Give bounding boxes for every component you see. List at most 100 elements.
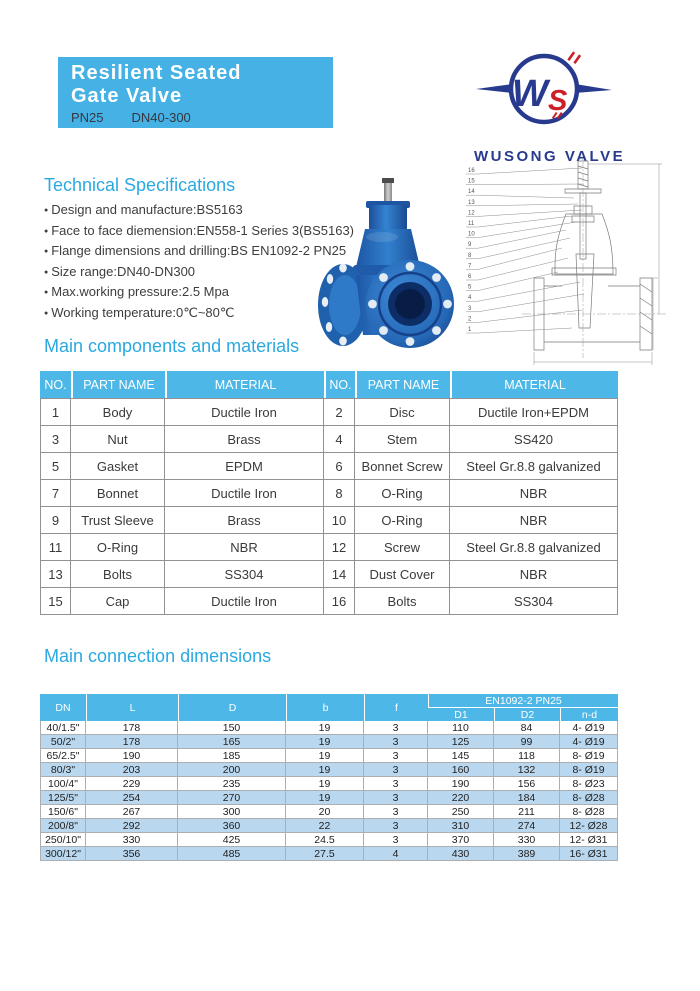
table-cell: 3	[364, 763, 428, 777]
table-cell: Bonnet Screw	[355, 453, 450, 480]
table-cell: NBR	[165, 534, 324, 561]
svg-text:7: 7	[468, 263, 472, 269]
table-row: 13 Bolts SS304 14 Dust Cover NBR	[40, 561, 618, 588]
table-cell: 20	[286, 805, 364, 819]
table-cell: SS420	[450, 426, 618, 453]
table-cell: 16- Ø31	[560, 847, 619, 861]
col-l: L	[86, 694, 178, 721]
table-cell: 22	[286, 819, 364, 833]
table-row: 5 Gasket EPDM 6 Bonnet Screw Steel Gr.8.8 gal…	[40, 453, 618, 480]
components-table: NO. PART NAME MATERIAL NO. PART NAME MAT…	[40, 371, 618, 615]
svg-text:8: 8	[468, 253, 472, 259]
table-cell: 8- Ø19	[560, 763, 619, 777]
product-title-line2: Gate Valve	[71, 85, 183, 107]
table-cell: 3	[364, 735, 428, 749]
table-cell: 8- Ø28	[560, 805, 619, 819]
valve-photo	[318, 178, 454, 348]
table-cell: 8	[324, 480, 355, 507]
valve-stem	[382, 178, 394, 204]
table-row: 250/10" 330 425 24.5 3 370 330 12- Ø31	[40, 833, 619, 847]
svg-text:14: 14	[468, 189, 475, 195]
table-cell: 13	[40, 561, 71, 588]
table-cell: 300/12"	[40, 847, 86, 861]
table-cell: 3	[40, 426, 71, 453]
drawing-centerlines	[522, 158, 666, 358]
col-b: b	[286, 694, 364, 721]
table-cell: 12	[324, 534, 355, 561]
product-title-line1: Resilient Seated	[71, 62, 242, 84]
svg-text:4: 4	[468, 295, 472, 301]
table-cell: 178	[86, 721, 178, 735]
svg-text:10: 10	[468, 232, 475, 238]
table-cell: 7	[40, 480, 71, 507]
col-part-name-1: PART NAME	[71, 371, 165, 398]
table-cell: 8- Ø19	[560, 749, 619, 763]
table-cell: 150/6"	[40, 805, 86, 819]
table-cell: 425	[178, 833, 286, 847]
table-cell: 190	[86, 749, 178, 763]
components-section-title: Main components and materials	[44, 336, 300, 356]
table-row: 80/3" 203 200 19 3 160 132 8- Ø19	[40, 763, 619, 777]
table-cell: Ductile Iron+EPDM	[450, 398, 618, 426]
table-cell: 80/3"	[40, 763, 86, 777]
product-subtitle: PN25 DN40-300	[71, 110, 333, 125]
table-cell: 9	[40, 507, 71, 534]
table-cell: 3	[364, 721, 428, 735]
table-cell: Bonnet	[71, 480, 165, 507]
table-cell: 65/2.5"	[40, 749, 86, 763]
pressure-rating: PN25	[71, 110, 104, 125]
table-cell: Trust Sleeve	[71, 507, 165, 534]
table-cell: 16	[324, 588, 355, 615]
table-cell: 19	[286, 777, 364, 791]
svg-text:16: 16	[468, 168, 475, 174]
table-cell: Dust Cover	[355, 561, 450, 588]
dimensions-header-row-1: DN L D b f EN1092-2 PN25	[40, 694, 619, 721]
table-cell: Steel Gr.8.8 galvanized	[450, 534, 618, 561]
table-cell: 12- Ø31	[560, 833, 619, 847]
col-nd: n-d	[560, 708, 619, 721]
table-cell: 8- Ø23	[560, 777, 619, 791]
table-cell: 4	[364, 847, 428, 861]
table-cell: 10	[324, 507, 355, 534]
table-cell: 19	[286, 749, 364, 763]
col-group-en1092: EN1092-2 PN25	[428, 694, 619, 708]
table-cell: O-Ring	[71, 534, 165, 561]
table-cell: 24.5	[286, 833, 364, 847]
table-cell: 3	[364, 819, 428, 833]
spec-item: Size range:DN40-DN300	[44, 262, 354, 283]
table-cell: 110	[428, 721, 494, 735]
table-row: 100/4" 229 235 19 3 190 156 8- Ø23	[40, 777, 619, 791]
logo-letter-s: S	[548, 85, 568, 117]
table-cell: NBR	[450, 561, 618, 588]
logo-slashes	[551, 51, 582, 119]
table-cell: 274	[494, 819, 560, 833]
table-cell: 160	[428, 763, 494, 777]
table-cell: 6	[324, 453, 355, 480]
svg-text:1: 1	[468, 327, 472, 333]
table-cell: Gasket	[71, 453, 165, 480]
col-f: f	[364, 694, 428, 721]
table-cell: 3	[364, 777, 428, 791]
table-cell: Brass	[165, 426, 324, 453]
table-cell: 267	[86, 805, 178, 819]
table-cell: Bolts	[71, 561, 165, 588]
spec-list: Design and manufacture:BS5163Face to fac…	[44, 200, 354, 323]
table-cell: 389	[494, 847, 560, 861]
table-cell: 300	[178, 805, 286, 819]
dimensions-section-title: Main connection dimensions	[44, 646, 272, 666]
table-cell: Ductile Iron	[165, 480, 324, 507]
spec-item: Working temperature:0℃~80℃	[44, 303, 354, 324]
col-no-2: NO.	[324, 371, 355, 398]
table-cell: Brass	[165, 507, 324, 534]
svg-text:11: 11	[468, 221, 475, 227]
table-cell: 360	[178, 819, 286, 833]
logo-wings	[476, 84, 612, 93]
table-cell: 132	[494, 763, 560, 777]
table-cell: 310	[428, 819, 494, 833]
col-d: D	[178, 694, 286, 721]
svg-text:13: 13	[468, 200, 475, 206]
table-cell: SS304	[450, 588, 618, 615]
dimensions-table: DN L D b f EN1092-2 PN25 D1 D2 n-d 40/1.…	[40, 694, 619, 861]
table-row: 300/12" 356 485 27.5 4 430 389 16- Ø31	[40, 847, 619, 861]
col-no-1: NO.	[40, 371, 71, 398]
